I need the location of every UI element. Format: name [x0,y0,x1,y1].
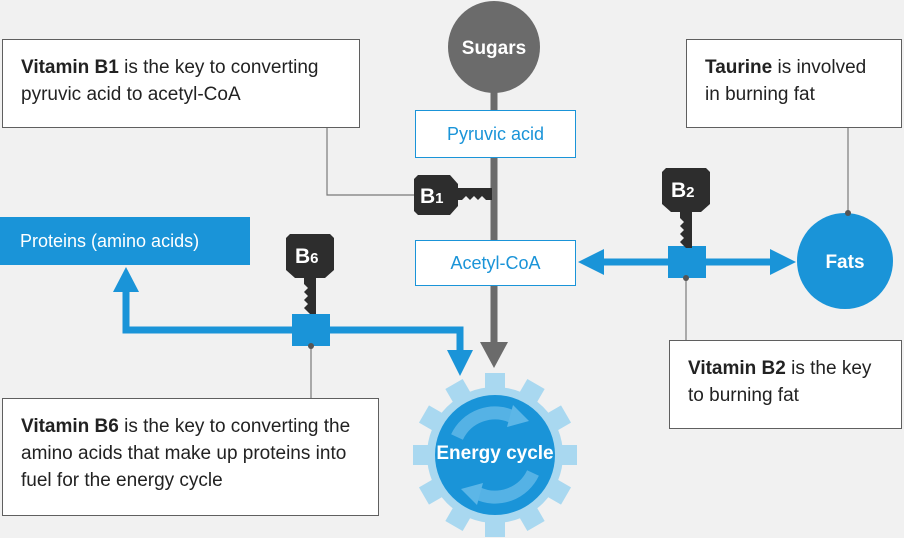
proteins-box: Proteins (amino acids) [0,217,250,265]
proteins-label: Proteins (amino acids) [20,230,200,251]
sugar-pathway-arrowhead [480,342,508,368]
energy-cycle-label: Energy cycle [436,443,553,464]
sugars-label: Sugars [462,38,526,59]
b2-connector-dot [683,275,689,281]
acetyl-coa-box: Acetyl-CoA [415,240,576,286]
b6-key-letter: B6 [295,245,319,268]
b6-callout-bold: Vitamin B6 [21,416,119,437]
energy-cycle-gear: Energy cycle [413,373,577,537]
acetyl-coa-label: Acetyl-CoA [450,252,541,273]
b2-junction [668,246,706,278]
b6-callout: Vitamin B6 is the key to converting the … [2,398,379,516]
b1-key-letter: B1 [420,185,444,208]
b6-junction [292,314,330,346]
b2-callout: Vitamin B2 is the key to burning fat [669,340,902,429]
b1-key-icon: B1 [414,175,492,215]
taurine-callout: Taurine is involved in burning fat [686,39,902,128]
b2-key-icon: B2 [662,168,710,248]
b6-callout-text: is the key to converting the amino acids… [21,416,351,491]
taurine-connector-dot [845,210,851,216]
fats-node [797,213,893,309]
b6-connector-dot [308,343,314,349]
protein-pathway-arrow-up [113,267,139,292]
b6-key-icon: B6 [286,234,334,314]
b2-key-letter: B2 [671,179,695,202]
protein-pathway-arrow-down [447,350,473,376]
b2-callout-text: is the key to burning fat [688,358,872,406]
fats-label: Fats [825,252,864,273]
pyruvic-acid-label: Pyruvic acid [446,123,545,144]
b1-callout-bold: Vitamin B1 [21,57,119,78]
b1-callout-text: is the key to converting pyruvic acid to… [21,57,319,105]
b2-callout-bold: Vitamin B2 [688,358,786,379]
fat-pathway-arrow-left [578,249,604,275]
sugars-node [448,1,540,93]
pyruvic-acid-box: Pyruvic acid [415,110,576,158]
b1-callout-connector [326,128,418,196]
taurine-callout-text: is involved in burning fat [705,57,867,105]
taurine-callout-bold: Taurine [705,57,773,78]
fat-pathway-arrow-right [770,249,796,275]
b1-callout: Vitamin B1 is the key to converting pyru… [2,39,360,128]
